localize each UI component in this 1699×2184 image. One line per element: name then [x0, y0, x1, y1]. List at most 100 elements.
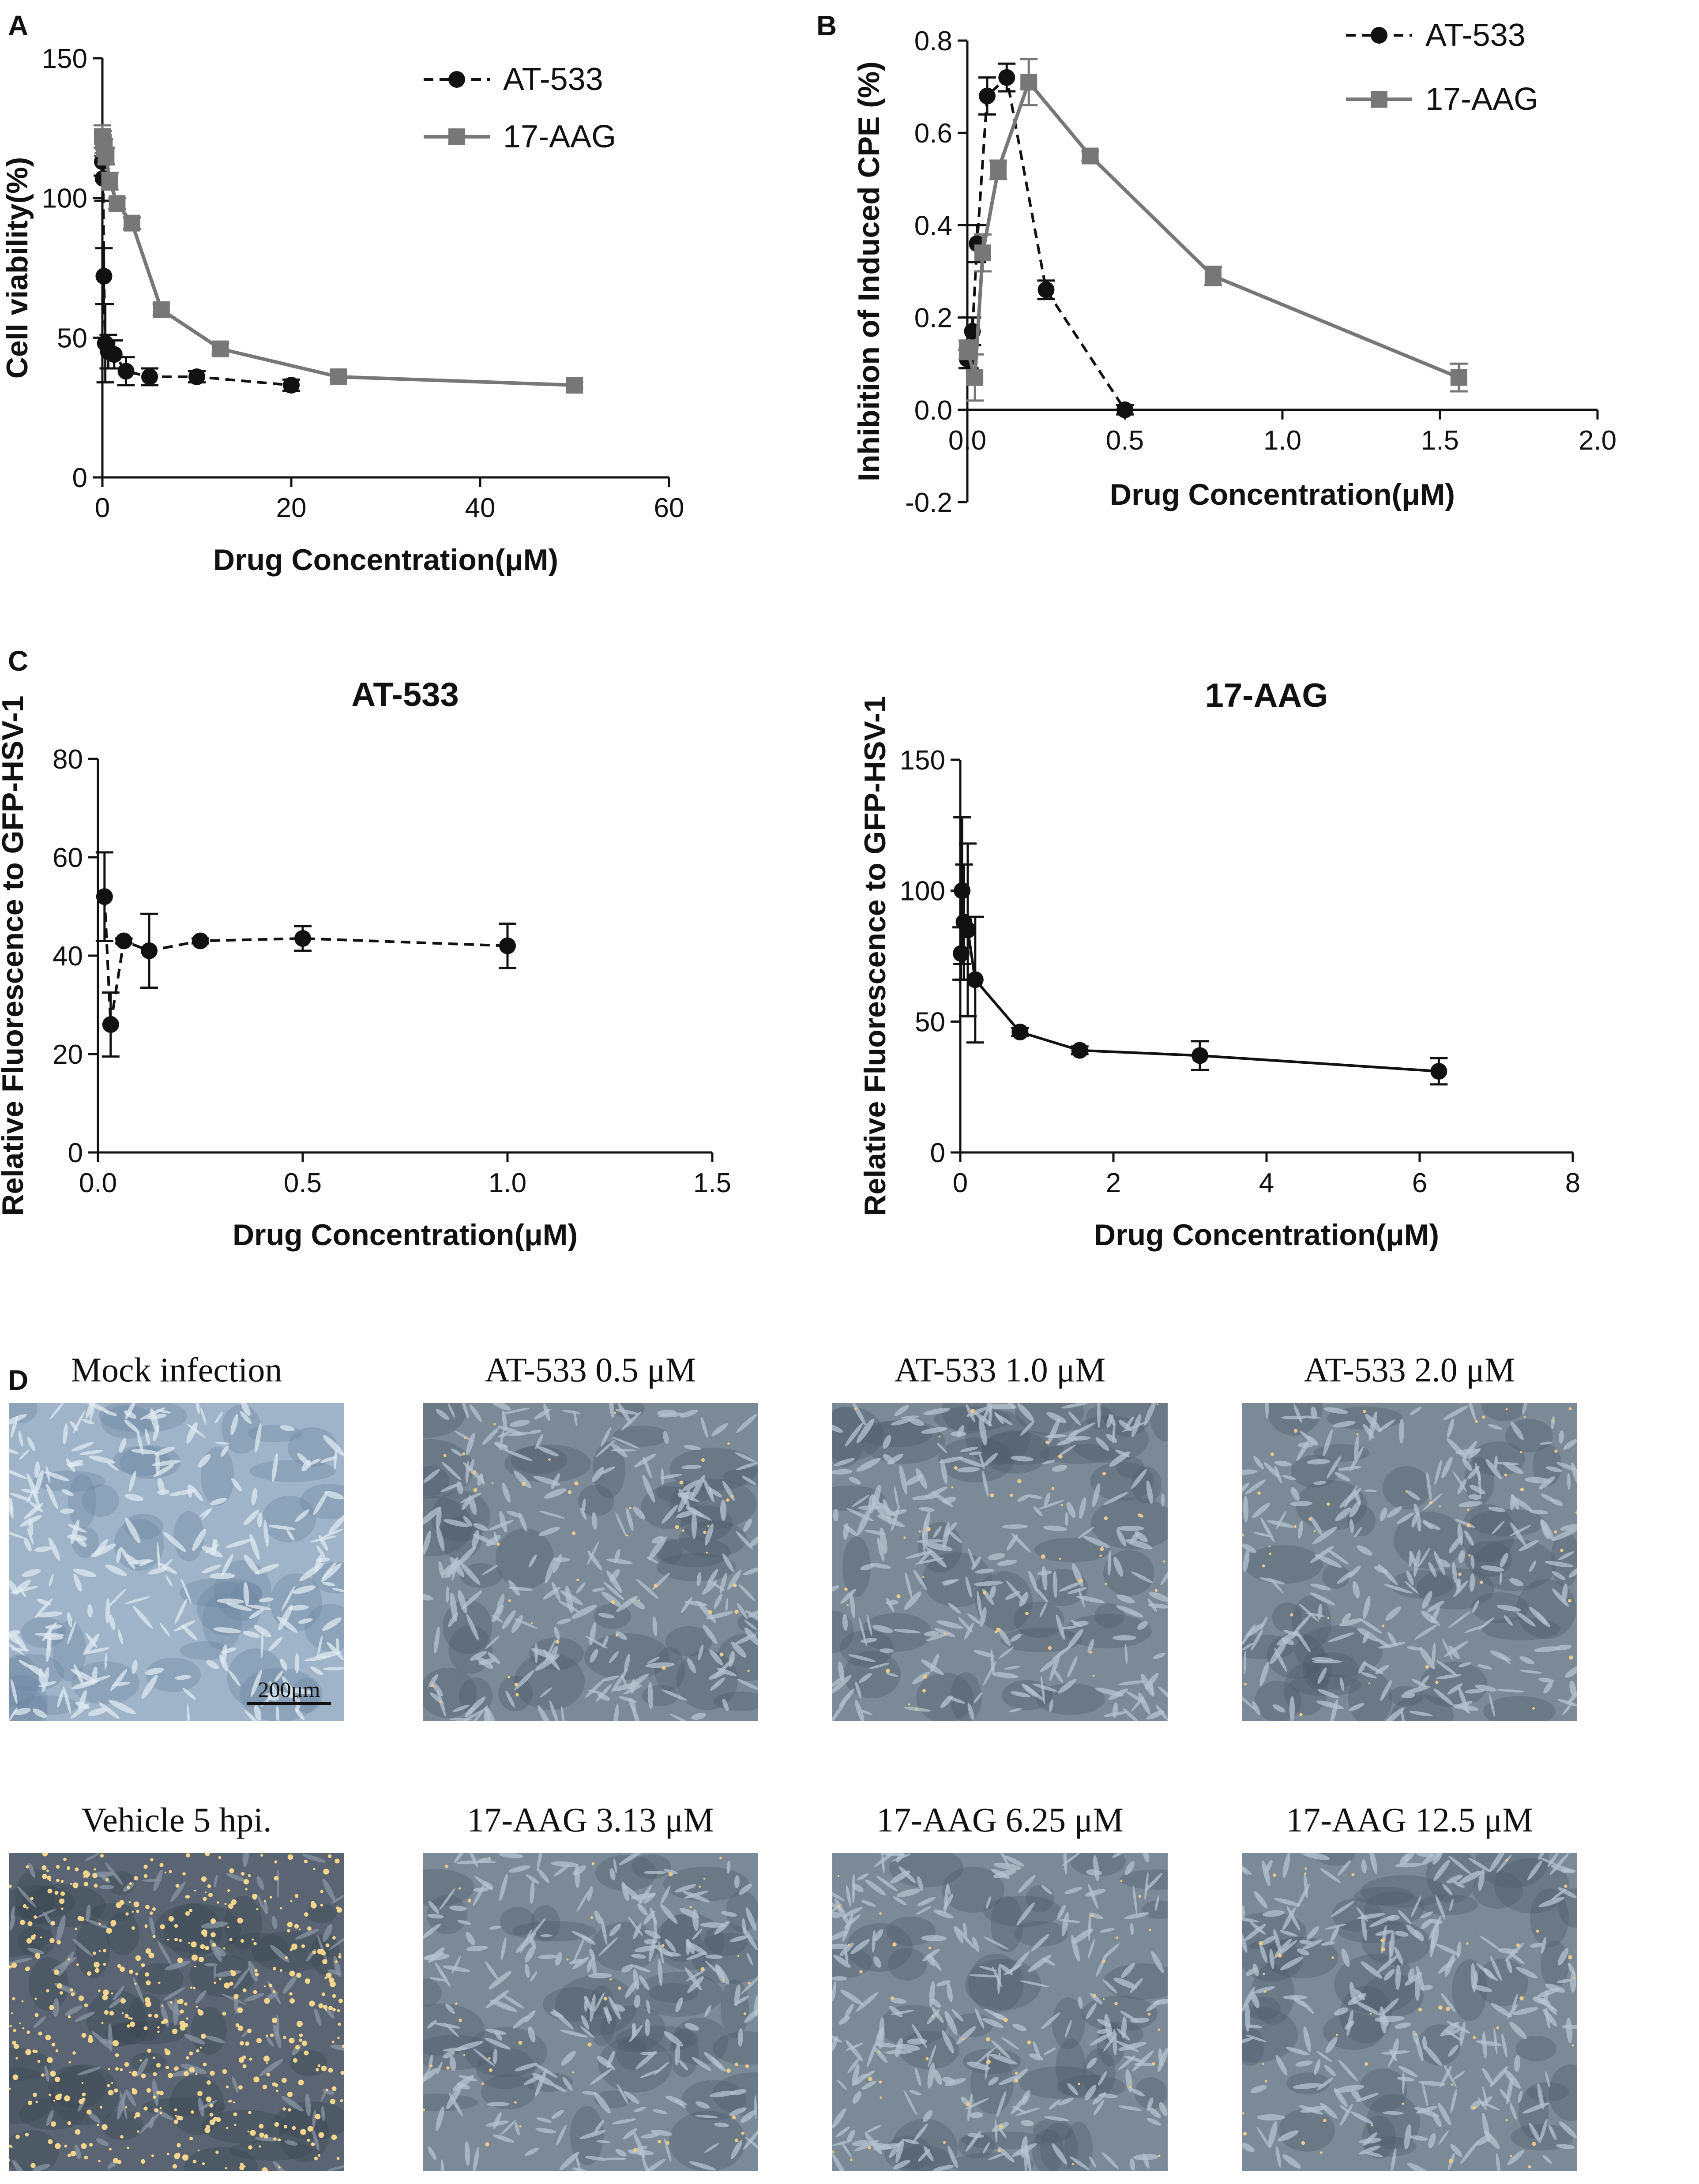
legend-marker	[448, 71, 465, 88]
data-point	[954, 882, 971, 899]
cell-texture	[832, 1403, 1168, 1721]
series-0	[95, 851, 516, 1058]
cell-texture	[423, 1403, 758, 1721]
y-tick-label: 150	[900, 745, 945, 776]
y-axis-label: Inhibition of Induced CPE (%)	[852, 61, 886, 481]
panel-letter-b: B	[816, 10, 837, 41]
y-tick-label: 50	[915, 1007, 945, 1037]
data-point	[966, 971, 984, 988]
x-tick-label: 1.0	[1263, 425, 1301, 456]
x-tick-label: 40	[465, 493, 496, 523]
data-point	[974, 244, 991, 262]
data-point	[95, 268, 113, 285]
x-tick-label: 1.0	[489, 1168, 526, 1198]
legend-label: AT-533	[503, 62, 603, 97]
legend: AT-533 17-AAG	[1346, 18, 1538, 117]
data-point	[283, 377, 300, 394]
y-tick-label: -0.2	[905, 488, 952, 518]
cell-texture	[423, 1853, 758, 2171]
legend-label: AT-533	[1425, 18, 1526, 53]
y-tick-label: 0.8	[914, 26, 952, 56]
micrograph-caption: AT-533 1.0 μM	[894, 1351, 1106, 1389]
y-tick-label: 0	[930, 1138, 945, 1168]
x-tick-label: 4	[1259, 1168, 1274, 1198]
y-tick-label: 40	[53, 941, 83, 972]
chart-1: -0.2 0.0 0.2 0.4 0.6 0.8 0.0 0.5 1.0 1.5 2.0 Drug C…	[852, 18, 1616, 518]
x-tick-label: 60	[654, 493, 684, 523]
micrograph-caption: AT-533 2.0 μM	[1304, 1351, 1515, 1389]
micrograph-image	[832, 1403, 1168, 1721]
micrograph-image	[9, 1403, 344, 1721]
micrograph-image	[832, 1853, 1168, 2171]
data-point	[966, 369, 984, 386]
data-point	[117, 363, 135, 380]
x-axis-label: Drug Concentration(μM)	[1094, 1218, 1439, 1252]
data-point	[1192, 1047, 1209, 1064]
panel-letter-a: A	[8, 10, 28, 41]
cell-texture	[1242, 1853, 1577, 2171]
x-tick-label: 6	[1412, 1168, 1427, 1198]
data-point	[330, 368, 347, 385]
y-tick-label: 20	[53, 1039, 83, 1070]
y-tick-label: 100	[900, 876, 945, 907]
legend-marker	[1371, 27, 1387, 44]
x-tick-label: 0	[953, 1168, 968, 1198]
data-point	[499, 937, 516, 954]
cell-texture	[832, 1853, 1168, 2171]
micrograph-caption: Mock infection	[71, 1351, 282, 1389]
data-point	[1037, 281, 1055, 298]
legend-label: 17-AAG	[503, 119, 616, 154]
x-tick-label: 8	[1565, 1168, 1580, 1198]
series-line	[966, 79, 1460, 379]
x-tick-label: 0.5	[1106, 425, 1144, 456]
chart-3: 0 50 100 150 0 2 4 6 8 Drug Concentration(μM) Rela…	[858, 677, 1580, 1252]
micrograph-caption: 17-AAG 6.25 μM	[876, 1801, 1124, 1839]
data-point	[212, 340, 229, 357]
x-tick-label: 2.0	[1579, 425, 1616, 456]
chart-title: AT-533	[351, 676, 459, 713]
y-axis-label: Relative Fluorescence to GFP-HSV-1	[0, 695, 30, 1216]
micrograph-image	[9, 1853, 344, 2171]
data-point	[141, 942, 158, 959]
micrograph-caption: 17-AAG 12.5 μM	[1286, 1801, 1533, 1839]
micrograph-caption: AT-533 0.5 μM	[485, 1351, 696, 1389]
legend-marker	[1371, 91, 1387, 108]
legend-marker	[448, 128, 465, 145]
y-tick-label: 0.2	[914, 303, 952, 334]
scale-bar-line	[247, 1702, 331, 1705]
chart-2: 0 20 40 60 80 0.0 0.5 1.0 1.5 Drug Concentration(…	[0, 676, 731, 1252]
y-tick-label: 50	[57, 323, 87, 353]
y-tick-label: 0.4	[914, 210, 952, 241]
x-tick-label: 0.5	[284, 1168, 322, 1198]
data-point	[959, 921, 977, 938]
x-tick-label: 2	[1106, 1168, 1121, 1198]
series-1	[94, 124, 583, 394]
data-point	[1082, 147, 1099, 165]
data-point	[105, 346, 123, 363]
y-tick-label: 0.6	[914, 118, 952, 149]
x-tick-label: 0.0	[948, 425, 986, 456]
data-point	[294, 930, 311, 947]
data-point	[141, 368, 158, 385]
scale-bar-label: 200μm	[258, 1677, 320, 1702]
data-point	[1430, 1063, 1447, 1080]
data-point	[101, 173, 118, 190]
chart-title: 17-AAG	[1205, 677, 1328, 714]
data-point	[115, 932, 132, 949]
cell-texture	[9, 1403, 344, 1721]
panel-letter-d: D	[8, 1364, 28, 1396]
x-axis-label: Drug Concentration(μM)	[213, 543, 558, 577]
data-point	[102, 1016, 119, 1033]
data-point	[1011, 1024, 1029, 1041]
series-1	[959, 58, 1468, 402]
data-point	[153, 301, 170, 318]
x-axis-label: Drug Concentration(μM)	[233, 1218, 578, 1252]
data-point	[96, 888, 113, 905]
data-point	[1204, 267, 1222, 285]
data-point	[109, 195, 126, 212]
y-tick-label: 100	[42, 184, 87, 214]
y-tick-label: 0.0	[914, 395, 952, 426]
micrograph-image	[1242, 1403, 1577, 1721]
cell-texture	[1242, 1403, 1577, 1721]
